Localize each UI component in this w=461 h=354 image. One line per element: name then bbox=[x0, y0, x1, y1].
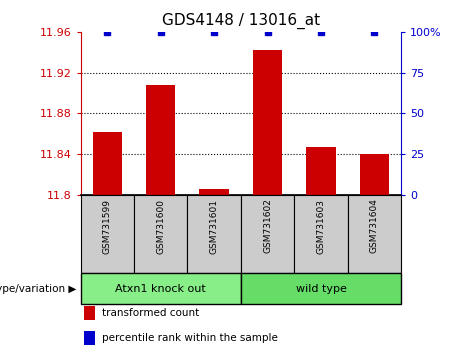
Title: GDS4148 / 13016_at: GDS4148 / 13016_at bbox=[162, 13, 320, 29]
Text: wild type: wild type bbox=[296, 284, 346, 293]
Text: GSM731600: GSM731600 bbox=[156, 199, 165, 253]
Bar bbox=[93, 132, 122, 195]
Text: transformed count: transformed count bbox=[101, 308, 199, 318]
Bar bbox=[306, 147, 336, 195]
Bar bbox=[200, 189, 229, 195]
Text: percentile rank within the sample: percentile rank within the sample bbox=[101, 333, 278, 343]
Text: genotype/variation ▶: genotype/variation ▶ bbox=[0, 284, 76, 293]
Bar bbox=[81, 273, 241, 304]
Text: GSM731599: GSM731599 bbox=[103, 199, 112, 253]
Text: GSM731603: GSM731603 bbox=[316, 199, 325, 253]
Text: GSM731604: GSM731604 bbox=[370, 199, 379, 253]
Bar bbox=[294, 195, 348, 273]
Bar bbox=[84, 306, 95, 320]
Bar bbox=[134, 195, 188, 273]
Text: Atxn1 knock out: Atxn1 knock out bbox=[115, 284, 206, 293]
Bar bbox=[360, 154, 389, 195]
Bar bbox=[81, 195, 134, 273]
Bar bbox=[241, 195, 294, 273]
Bar bbox=[84, 331, 95, 345]
Bar bbox=[188, 195, 241, 273]
Text: GSM731602: GSM731602 bbox=[263, 199, 272, 253]
Bar bbox=[253, 50, 282, 195]
Text: GSM731601: GSM731601 bbox=[210, 199, 219, 253]
Bar bbox=[146, 85, 176, 195]
Bar bbox=[348, 195, 401, 273]
Bar bbox=[241, 273, 401, 304]
